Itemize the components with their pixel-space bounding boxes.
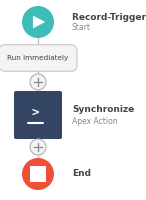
Text: End: End xyxy=(72,170,91,178)
Text: Apex Action: Apex Action xyxy=(72,116,118,126)
Polygon shape xyxy=(33,16,45,28)
Text: Record-Triggered Flow: Record-Triggered Flow xyxy=(72,12,146,21)
Circle shape xyxy=(22,158,54,190)
Text: Synchronize: Synchronize xyxy=(72,106,134,114)
Text: >: > xyxy=(32,106,39,119)
FancyBboxPatch shape xyxy=(14,91,62,139)
Text: Run Immediately: Run Immediately xyxy=(7,55,69,61)
FancyBboxPatch shape xyxy=(0,45,77,71)
Circle shape xyxy=(22,6,54,38)
FancyBboxPatch shape xyxy=(30,166,46,182)
Circle shape xyxy=(30,139,46,155)
Circle shape xyxy=(30,74,46,90)
Text: Start: Start xyxy=(72,22,91,31)
